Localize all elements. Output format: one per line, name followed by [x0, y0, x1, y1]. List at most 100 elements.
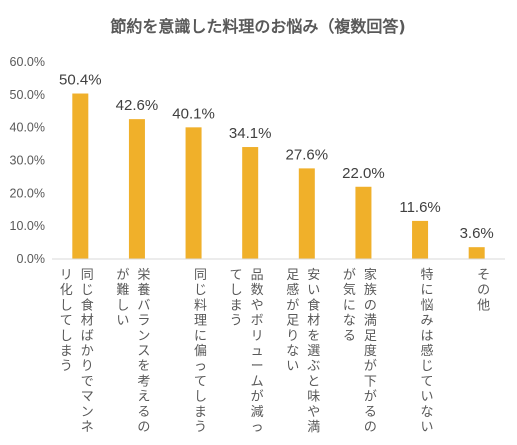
- category-label-char: に: [343, 298, 356, 313]
- category-label-char: い: [307, 283, 320, 298]
- category-label-char: ュ: [251, 344, 264, 359]
- category-label-char: 気: [343, 282, 356, 298]
- bar: [242, 147, 259, 259]
- category-label-char: リ: [60, 268, 73, 283]
- category-label-char: う: [230, 314, 243, 329]
- bar: [355, 186, 372, 259]
- category-label-char: の: [364, 420, 377, 435]
- category-label-char: と: [307, 374, 320, 389]
- category-label-char: っ: [251, 420, 264, 435]
- category-label-char: っ: [194, 359, 207, 374]
- chart-title: 節約を意識した料理のお悩み（複数回答): [109, 17, 405, 36]
- category-label-char: ま: [194, 405, 207, 420]
- y-tick-label: 30.0%: [10, 154, 45, 168]
- category-label-char: に: [421, 283, 434, 298]
- category-label-char: 足: [286, 268, 299, 283]
- data-label: 50.4%: [59, 72, 102, 89]
- data-label: 3.6%: [460, 225, 494, 242]
- category-label-char: 同: [81, 268, 94, 283]
- category-label-char: し: [60, 329, 73, 344]
- category-label-char: 特: [421, 268, 434, 283]
- category-label-char: 食: [81, 297, 94, 313]
- category-label-char: は: [421, 329, 434, 344]
- category-label-char: み: [421, 314, 434, 329]
- category-label-char: ま: [230, 298, 243, 313]
- y-tick-label: 40.0%: [10, 121, 45, 135]
- category-label-char: じ: [81, 283, 94, 298]
- bars: [72, 93, 485, 260]
- category-label-char: が: [364, 390, 377, 405]
- category-label-char: 材: [307, 314, 320, 329]
- bar: [128, 119, 145, 259]
- category-label-char: 難: [116, 283, 129, 298]
- category-label-char: が: [251, 390, 264, 405]
- category-label-char: が: [116, 268, 129, 283]
- category-label-char: ま: [60, 344, 73, 359]
- category-label-char: て: [194, 374, 207, 389]
- data-label: 40.1%: [172, 105, 215, 122]
- category-label-char: え: [137, 390, 150, 405]
- category-label-char: 満: [307, 420, 320, 435]
- category-label-char: じ: [421, 359, 434, 374]
- category-label-char: し: [194, 390, 207, 405]
- category-label-char: な: [343, 314, 356, 329]
- category-label-char: 理: [194, 314, 207, 329]
- bar: [298, 168, 315, 259]
- category-label-char: ラ: [137, 314, 150, 329]
- category-label-char: そ: [477, 268, 490, 283]
- category-labels: 同じ食材ばかりでマンネリ化してしまう栄養バランスを考えるのが難しい同じ料理に偏っ…: [60, 267, 490, 435]
- category-label-char: 足: [364, 329, 377, 344]
- category-label-char: る: [364, 405, 377, 420]
- category-label-char: し: [60, 298, 73, 313]
- category-label-char: ス: [137, 344, 150, 359]
- category-label-char: し: [116, 298, 129, 313]
- category-label-char: ム: [251, 374, 264, 389]
- category-label-char: い: [421, 390, 434, 405]
- bar: [412, 220, 429, 259]
- y-axis: 0.0% 10.0% 20.0% 30.0% 40.0% 50.0% 60.0%: [10, 55, 45, 266]
- category-label-char: 料: [194, 298, 207, 313]
- category-label-char: い: [286, 359, 299, 374]
- category-label-char: が: [364, 359, 377, 374]
- category-label-char: 同: [194, 268, 207, 283]
- category-label-char: 考: [137, 374, 150, 389]
- category-label-char: を: [137, 359, 150, 374]
- category-label-char: 食: [307, 297, 320, 313]
- category-label-char: 安: [307, 268, 320, 283]
- category-label-char: て: [421, 374, 434, 389]
- category-label-char: に: [194, 329, 207, 344]
- y-tick-label: 50.0%: [10, 88, 45, 102]
- category-label-char: 偏: [194, 344, 207, 359]
- category-label-char: 数: [251, 283, 264, 298]
- category-label-char: じ: [194, 283, 207, 298]
- category-label-char: ー: [251, 359, 264, 374]
- data-label: 22.0%: [342, 165, 385, 182]
- category-label-char: 度: [364, 343, 377, 359]
- category-label-char: 家: [364, 267, 377, 283]
- category-label-char: バ: [137, 298, 150, 313]
- category-label-char: 下: [364, 374, 377, 389]
- category-label-char: 感: [286, 282, 299, 298]
- category-label-char: て: [230, 268, 243, 283]
- category-label-char: リ: [251, 329, 264, 344]
- category-label-char: を: [307, 329, 320, 344]
- category-label-char: や: [307, 405, 320, 420]
- category-label-char: し: [230, 283, 243, 298]
- bar: [72, 93, 89, 260]
- category-label-char: 材: [81, 314, 94, 329]
- category-label-char: 族: [364, 282, 377, 298]
- category-label-char: 化: [60, 283, 73, 298]
- category-label-char: の: [137, 420, 150, 435]
- category-label-char: ば: [81, 329, 94, 344]
- category-label-char: 他: [477, 298, 490, 313]
- category-label-char: が: [343, 268, 356, 283]
- category-label-char: が: [286, 298, 299, 313]
- category-label-char: 味: [307, 390, 320, 405]
- y-tick-label: 20.0%: [10, 186, 45, 200]
- category-label-char: マ: [81, 390, 94, 405]
- category-label-char: う: [60, 359, 73, 374]
